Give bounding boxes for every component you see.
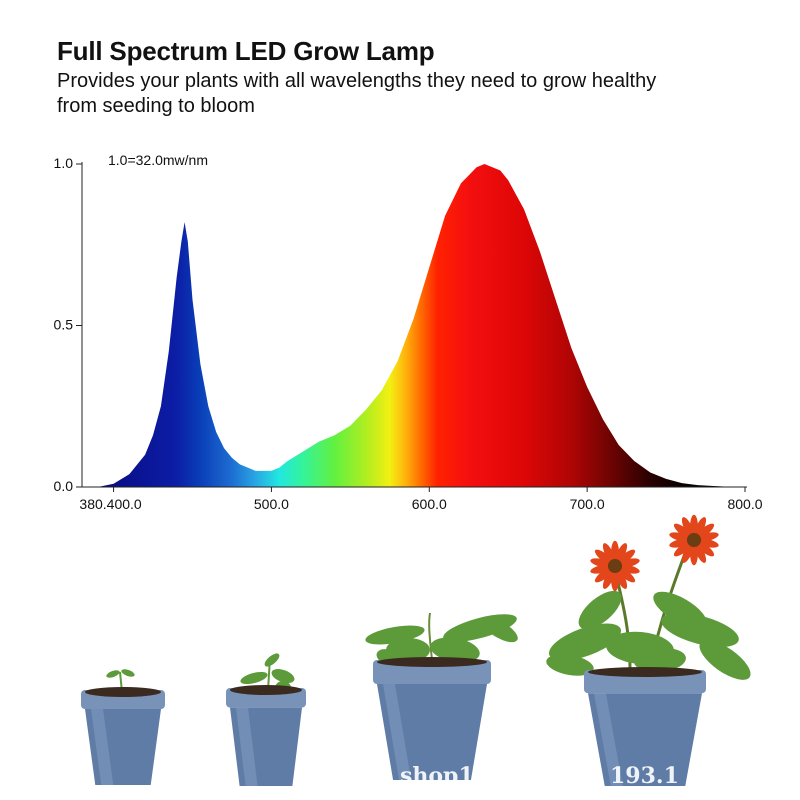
flowering-plant bbox=[546, 539, 751, 680]
y-tick-label: 1.0 bbox=[54, 155, 74, 171]
x-tick-label: 500.0 bbox=[254, 496, 289, 512]
spectrum-area bbox=[97, 164, 746, 487]
seedling-2 bbox=[240, 653, 295, 695]
spectrum-chart: 0.0 0.5 1.0 380.400.0 500.0 600.0 700.0 800.0 1… bbox=[54, 152, 763, 512]
axes: 0.0 0.5 1.0 380.400.0 500.0 600.0 700.0 800.0 bbox=[54, 155, 763, 512]
x-tick-label: 700.0 bbox=[570, 496, 605, 512]
page-title: Full Spectrum LED Grow Lamp bbox=[57, 36, 435, 66]
flower-left bbox=[590, 540, 640, 592]
y-tick-label: 0.0 bbox=[54, 478, 74, 494]
unit-annotation: 1.0=32.0mw/nm bbox=[108, 152, 208, 168]
subtitle-line-2: from seeding to bloom bbox=[57, 95, 255, 117]
page-subtitle: Provides your plants with all wavelength… bbox=[57, 69, 757, 119]
y-tick-label: 0.5 bbox=[54, 317, 74, 333]
x-tick-label: 380.400.0 bbox=[79, 496, 141, 512]
plot-area bbox=[97, 164, 746, 487]
pot-4 bbox=[584, 667, 706, 786]
pot-3 bbox=[373, 657, 491, 780]
plant-growth-photo bbox=[81, 514, 751, 786]
watermark-left: shop1 bbox=[400, 763, 474, 789]
pot-2 bbox=[226, 685, 306, 786]
pot-1 bbox=[81, 687, 165, 785]
watermark-right: 193.1 bbox=[610, 763, 679, 789]
flower-right bbox=[669, 514, 719, 566]
x-tick-label: 600.0 bbox=[412, 496, 447, 512]
subtitle-line-1: Provides your plants with all wavelength… bbox=[57, 70, 657, 92]
x-tick-label: 800.0 bbox=[727, 496, 762, 512]
